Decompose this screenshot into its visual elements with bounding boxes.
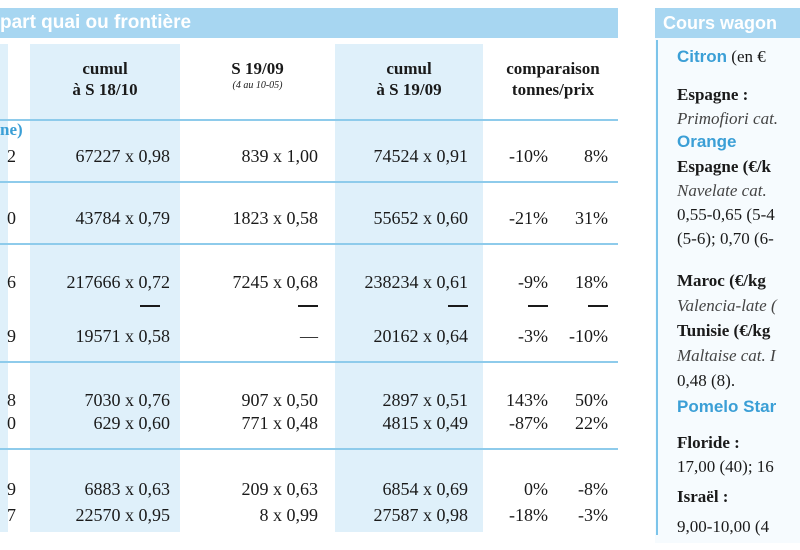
cell-pct-tonnes: -87%: [509, 413, 548, 433]
rp-line: Primofiori cat.: [677, 109, 779, 128]
row-edge: 6: [7, 272, 16, 292]
row-edge: 7: [7, 505, 16, 525]
cell-cumul-18-10: 629 x 0,60: [93, 413, 171, 433]
col-header-cumul-18-10: cumul à S 18/10: [72, 59, 138, 99]
cell-pct-prix: 50%: [575, 390, 608, 410]
rp-line: Pomelo Star: [677, 397, 777, 416]
rp-line: (5-6); 0,70 (6-: [677, 229, 774, 248]
rp-line: Espagne (€/k: [677, 157, 771, 176]
rp-line: Maroc (€/kg: [677, 271, 766, 290]
cell-pct-tonnes: 143%: [506, 390, 548, 410]
rule-1: [0, 119, 618, 121]
cell-s-19-09: 771 x 0,48: [241, 413, 319, 433]
cell-cumul-18-10: 7030 x 0,76: [84, 390, 171, 410]
cell-cumul-19-09: 2897 x 0,51: [382, 390, 469, 410]
rp-line: Maltaise cat. I: [677, 346, 776, 365]
rp-line: 0,55-0,65 (5-4: [677, 205, 775, 224]
cell-pct-prix: -3%: [578, 505, 608, 525]
cell-pct-prix: -8%: [578, 479, 608, 499]
cell-s-19-09: 8 x 0,99: [259, 505, 319, 525]
wagon-prices-panel: Cours wagon Citron (en € Espagne : Primo…: [655, 8, 800, 543]
cell-cumul-19-09: 4815 x 0,49: [382, 413, 469, 433]
cell-s-19-09: —: [300, 326, 318, 346]
table-header-title: part quai ou frontière: [0, 12, 192, 33]
rp-line: Tunisie (€/kg: [677, 321, 771, 340]
cell-cumul-18-10: 217666 x 0,72: [66, 272, 171, 292]
cell-cumul-18-10: 22570 x 0,95: [75, 505, 171, 525]
col-header-comparaison: comparaison tonnes/prix: [506, 59, 600, 99]
rp-line: 17,00 (40); 16: [677, 457, 774, 476]
rp-line: Espagne :: [677, 85, 749, 104]
cell-pct-tonnes: -10%: [509, 146, 548, 166]
cell-pct-prix: 31%: [575, 208, 608, 228]
cell-s-19-09: 7245 x 0,68: [232, 272, 319, 292]
cell-s-19-09: 907 x 0,50: [241, 390, 319, 410]
section-fragment: ne): [0, 120, 23, 139]
row-edge: 9: [7, 326, 16, 346]
table-header-bar: part quai ou frontière: [0, 8, 618, 38]
dash-marker: [588, 305, 608, 307]
cell-cumul-19-09: 6854 x 0,69: [382, 479, 469, 499]
cell-cumul-18-10: 6883 x 0,63: [84, 479, 171, 499]
shade-col-cumul-19-09: [335, 44, 483, 532]
cell-cumul-19-09: 27587 x 0,98: [373, 505, 469, 525]
row-edge: 0: [7, 208, 16, 228]
rule-5: [0, 448, 618, 450]
rp-line: Navelate cat.: [677, 181, 767, 200]
dash-marker: [298, 305, 318, 307]
cell-pct-tonnes: -21%: [509, 208, 548, 228]
rp-line: Orange: [677, 132, 737, 151]
cell-s-19-09: 209 x 0,63: [241, 479, 319, 499]
rp-line: Citron (en €: [677, 47, 766, 66]
shade-col-cumul-18-10: [30, 44, 180, 532]
cell-pct-tonnes: -3%: [518, 326, 548, 346]
cell-pct-tonnes: 0%: [524, 479, 548, 499]
rule-3: [0, 243, 618, 245]
rule-2: [0, 181, 618, 183]
cell-cumul-19-09: 74524 x 0,91: [373, 146, 469, 166]
col-header-s-19-09: S 19/09 (4 au 10-05): [231, 59, 284, 91]
row-edge: 2: [7, 146, 16, 166]
cell-cumul-19-09: 55652 x 0,60: [373, 208, 469, 228]
cell-pct-prix: -10%: [569, 326, 608, 346]
cell-pct-prix: 22%: [575, 413, 608, 433]
shade-edge: [0, 44, 8, 532]
cell-cumul-19-09: 20162 x 0,64: [373, 326, 469, 346]
rp-line: Floride :: [677, 433, 740, 452]
dash-marker: [528, 305, 548, 307]
row-edge: 8: [7, 390, 16, 410]
dash-marker: [140, 305, 160, 307]
rule-4: [0, 361, 618, 363]
row-edge: 0: [7, 413, 16, 433]
cell-s-19-09: 839 x 1,00: [241, 146, 319, 166]
dash-marker: [448, 305, 468, 307]
cell-pct-tonnes: -9%: [518, 272, 548, 292]
cell-pct-prix: 18%: [575, 272, 608, 292]
cell-cumul-19-09: 238234 x 0,61: [364, 272, 469, 292]
rp-line: 9,00-10,00 (4: [677, 517, 770, 536]
cell-cumul-18-10: 67227 x 0,98: [75, 146, 171, 166]
cell-cumul-18-10: 43784 x 0,79: [75, 208, 171, 228]
col-header-cumul-19-09: cumul à S 19/09: [376, 59, 442, 99]
rp-line: 0,48 (8).: [677, 371, 736, 390]
cell-cumul-18-10: 19571 x 0,58: [75, 326, 171, 346]
rp-line: Valencia-late (: [677, 296, 777, 315]
cell-s-19-09: 1823 x 0,58: [232, 208, 319, 228]
row-edge: 9: [7, 479, 16, 499]
rp-line: Israël :: [677, 487, 729, 506]
cell-pct-prix: 8%: [584, 146, 608, 166]
cell-pct-tonnes: -18%: [509, 505, 548, 525]
panel-left-border: [656, 40, 658, 535]
wagon-panel-header: Cours wagon: [655, 8, 800, 38]
